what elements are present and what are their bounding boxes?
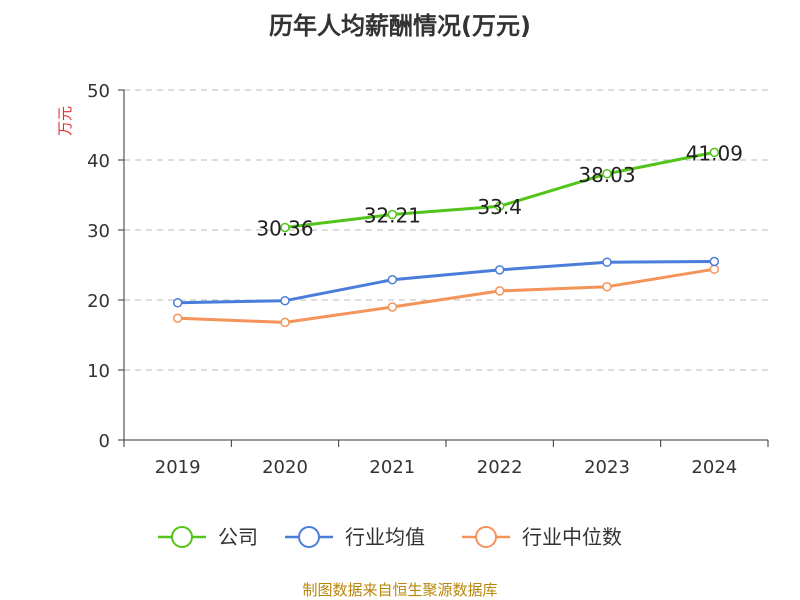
x-tick-label: 2023 [584,457,630,478]
series-2-point [280,317,290,328]
series-1-point [387,274,398,285]
chart-title: 历年人均薪酬情况(万元) [269,12,531,40]
series-1-point [494,265,505,275]
data-label: 30.36 [256,216,313,240]
y-axis-label: 万元 [56,106,74,136]
series-2-point [387,302,398,312]
series-0-point [387,209,398,220]
data-label: 33.4 [477,195,522,219]
series-1-point [709,256,720,267]
legend-marker-1 [298,526,320,548]
series-2-point [172,313,183,323]
series-2-point [494,286,505,296]
series-0-point [494,201,505,211]
legend-label-1: 行业均值 [345,525,425,549]
axes [118,89,769,447]
data-labels: 30.36 32.21 33.4 38.03 41.09 [256,141,743,240]
grid-lines [124,89,768,371]
y-tick-label: 40 [87,151,110,172]
legend-marker-2 [475,526,497,548]
series-2-point [602,281,612,292]
series-1-point [280,295,290,306]
y-tick-label: 0 [99,431,110,452]
series-2-line [177,267,715,324]
series-1-line [177,260,715,305]
series-2-point [709,264,720,274]
y-tick-label: 20 [87,291,110,312]
x-tick-label: 2020 [262,457,308,478]
series-group [172,147,720,328]
data-label: 38.03 [578,163,635,187]
series-0-point [709,147,720,158]
x-tick-label: 2021 [369,457,415,478]
y-tick-labels: 0 10 20 30 40 50 [87,81,110,452]
x-tick-label: 2022 [477,457,523,478]
series-1-point [602,257,612,267]
series-0-point [280,222,290,233]
legend-marker-0 [171,526,193,548]
x-tick-label: 2019 [155,457,201,478]
data-label: 32.21 [364,204,421,228]
x-tick-label: 2024 [691,457,737,478]
legend-label-0: 公司 [218,525,258,549]
y-tick-label: 30 [87,221,110,242]
x-tick-labels: 2019 2020 2021 2022 2023 2024 [155,457,737,478]
data-label: 41.09 [686,141,743,165]
series-0-point [602,169,612,179]
series-1-point [172,298,183,308]
source-note: 制图数据来自恒生聚源数据库 [302,581,497,599]
legend-label-2: 行业中位数 [522,525,622,549]
legend: 公司 行业均值 行业中位数 [158,525,622,549]
y-tick-label: 10 [87,361,110,382]
y-tick-label: 50 [87,81,110,102]
